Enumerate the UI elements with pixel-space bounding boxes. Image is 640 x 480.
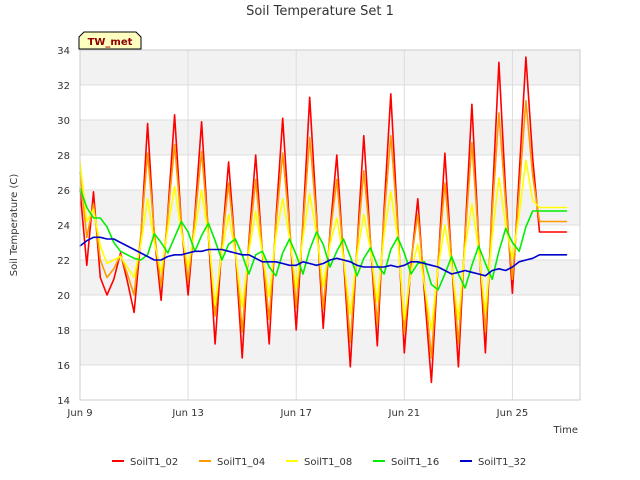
legend-label: SoilT1_04 bbox=[217, 457, 265, 468]
legend-item-soilt1-16: SoilT1_16 bbox=[373, 457, 439, 468]
y-tick-label: 22 bbox=[57, 256, 70, 267]
x-tick-label: Jun 17 bbox=[279, 408, 312, 419]
legend-label: SoilT1_16 bbox=[391, 457, 439, 468]
y-tick-label: 34 bbox=[57, 46, 70, 57]
y-tick-label: 20 bbox=[57, 291, 70, 302]
site-label-box: TW_met bbox=[78, 31, 142, 50]
legend-item-soilt1-08: SoilT1_08 bbox=[286, 457, 352, 468]
series-line-soilt1-16 bbox=[79, 187, 568, 291]
site-label: TW_met bbox=[88, 37, 133, 48]
background-band bbox=[80, 50, 580, 85]
background-band bbox=[80, 295, 580, 330]
x-tick-label: Jun 9 bbox=[66, 408, 92, 419]
legend-label: SoilT1_08 bbox=[304, 457, 352, 468]
chart-title: Soil Temperature Set 1 bbox=[246, 4, 394, 19]
legend-item-soilt1-04: SoilT1_04 bbox=[199, 457, 265, 468]
x-tick-label: Jun 21 bbox=[388, 408, 421, 419]
x-tick-label: Jun 13 bbox=[171, 408, 204, 419]
legend-label: SoilT1_32 bbox=[478, 457, 526, 468]
x-axis-label: Time bbox=[553, 425, 578, 436]
background-band bbox=[80, 155, 580, 190]
series-line-soilt1-04 bbox=[79, 99, 568, 359]
background-band bbox=[80, 365, 580, 400]
background-band bbox=[80, 120, 580, 155]
y-tick-label: 32 bbox=[57, 81, 70, 92]
series-line-soilt1-02 bbox=[79, 56, 568, 384]
series-line-soilt1-32 bbox=[79, 236, 568, 277]
legend-item-soilt1-02: SoilT1_02 bbox=[112, 457, 178, 468]
legend-item-soilt1-32: SoilT1_32 bbox=[460, 457, 526, 468]
background-band bbox=[80, 85, 580, 120]
y-tick-label: 18 bbox=[57, 326, 70, 337]
y-tick-label: 14 bbox=[57, 396, 70, 407]
series-line-soilt1-08 bbox=[79, 159, 568, 331]
y-tick-label: 26 bbox=[57, 186, 70, 197]
y-tick-label: 16 bbox=[57, 361, 70, 372]
x-tick-label: Jun 25 bbox=[496, 408, 529, 419]
x-axis-ticks: Jun 9 Jun 13 Jun 17 Jun 21 Jun 25 bbox=[66, 408, 528, 419]
series-lines bbox=[79, 56, 568, 384]
y-tick-label: 30 bbox=[57, 116, 70, 127]
y-axis-label: Soil Temperature (C) bbox=[9, 174, 20, 277]
y-tick-label: 28 bbox=[57, 151, 70, 162]
legend-label: SoilT1_02 bbox=[130, 457, 178, 468]
y-axis-ticks: 14 16 18 20 22 24 26 28 30 32 34 bbox=[57, 46, 70, 407]
plot-frame bbox=[79, 49, 581, 401]
legend: SoilT1_02 SoilT1_04 SoilT1_08 SoilT1_16 Soil… bbox=[112, 457, 526, 468]
background-band bbox=[80, 330, 580, 365]
y-tick-label: 24 bbox=[57, 221, 70, 232]
